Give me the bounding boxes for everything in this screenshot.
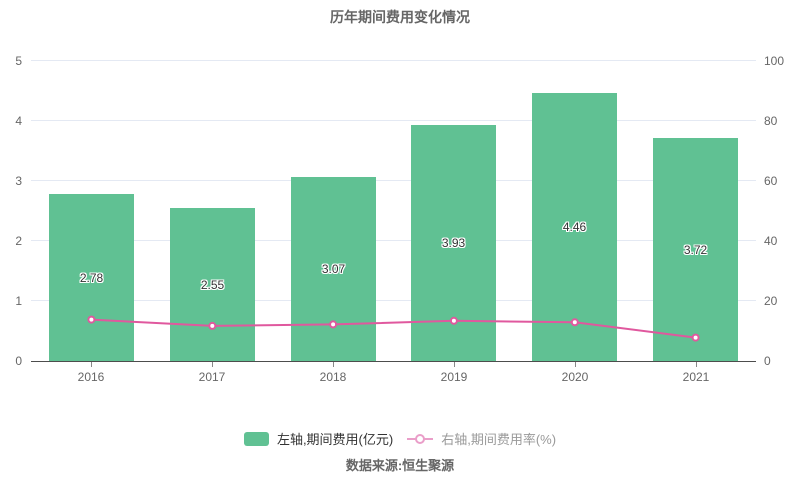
line-series-layer: [87, 315, 700, 342]
y-axis-tick-label-right: 80: [764, 114, 778, 128]
x-axis-tick: [454, 362, 455, 367]
x-axis-tick: [212, 362, 213, 367]
line-series-icon: [407, 432, 434, 446]
line-point[interactable]: [449, 316, 458, 325]
y-axis-tick-label-right: 20: [764, 294, 778, 308]
line-point[interactable]: [691, 333, 700, 342]
x-axis-label: 2016: [77, 370, 105, 384]
bar[interactable]: [532, 93, 617, 361]
x-axis-label: 2019: [440, 370, 468, 384]
y-axis-tick-label-right: 40: [764, 234, 778, 248]
gridline: [31, 240, 756, 241]
y-axis-tick-label-right: 0: [764, 354, 771, 368]
x-axis-tick: [696, 362, 697, 367]
legend-label-line-series: 右轴,期间费用率(%): [441, 432, 557, 447]
bar-value-label: 3.72: [683, 243, 708, 257]
x-axis-label: 2018: [319, 370, 347, 384]
y-axis-tick-label-right: 60: [764, 174, 778, 188]
legend: 左轴,期间费用(亿元) 右轴,期间费用率(%): [0, 429, 800, 448]
y-axis-tick-label-left: 4: [15, 114, 22, 128]
line-point[interactable]: [329, 320, 338, 329]
x-axis-tick: [333, 362, 334, 367]
gridline: [31, 60, 756, 61]
y-axis-tick-label-left: 5: [15, 54, 22, 68]
x-axis-tick: [91, 362, 92, 367]
line-series-icon-dot: [415, 433, 426, 444]
bar[interactable]: [49, 194, 134, 361]
data-source-text: 数据来源:恒生聚源: [345, 458, 455, 473]
expense-ratio-line[interactable]: [91, 318, 696, 339]
bar-value-label: 3.93: [441, 236, 466, 250]
bar[interactable]: [170, 208, 255, 361]
bar-value-label: 2.55: [200, 278, 225, 292]
chart-title: 历年期间费用变化情况: [330, 9, 470, 25]
x-axis-label: 2020: [561, 370, 589, 384]
y-axis-tick-label-left: 0: [15, 354, 22, 368]
y-axis-tick-label-left: 2: [15, 234, 22, 248]
bar-value-label: 2.78: [79, 271, 104, 285]
bar-series-swatch-icon: [243, 431, 269, 446]
x-axis-label: 2017: [198, 370, 226, 384]
gridline: [31, 180, 756, 181]
y-axis-tick-label-left: 1: [15, 294, 22, 308]
gridline: [31, 300, 756, 301]
line-point[interactable]: [570, 318, 579, 327]
legend-item-line-series[interactable]: 右轴,期间费用率(%): [407, 429, 556, 448]
x-axis-line: [31, 361, 756, 362]
bar-value-label: 4.46: [562, 220, 587, 234]
legend-label-bar-series: 左轴,期间费用(亿元): [276, 432, 394, 447]
x-axis-label: 2021: [682, 370, 710, 384]
bar-value-label: 3.07: [321, 262, 346, 276]
bar[interactable]: [653, 138, 738, 361]
gridline: [31, 120, 756, 121]
y-axis-tick-label-left: 3: [15, 174, 22, 188]
y-axis-tick-label-right: 100: [764, 54, 785, 68]
line-point[interactable]: [87, 315, 96, 324]
legend-item-bar-series[interactable]: 左轴,期间费用(亿元): [243, 429, 394, 448]
line-point[interactable]: [208, 321, 217, 330]
x-axis-tick: [575, 362, 576, 367]
bar[interactable]: [291, 177, 376, 361]
